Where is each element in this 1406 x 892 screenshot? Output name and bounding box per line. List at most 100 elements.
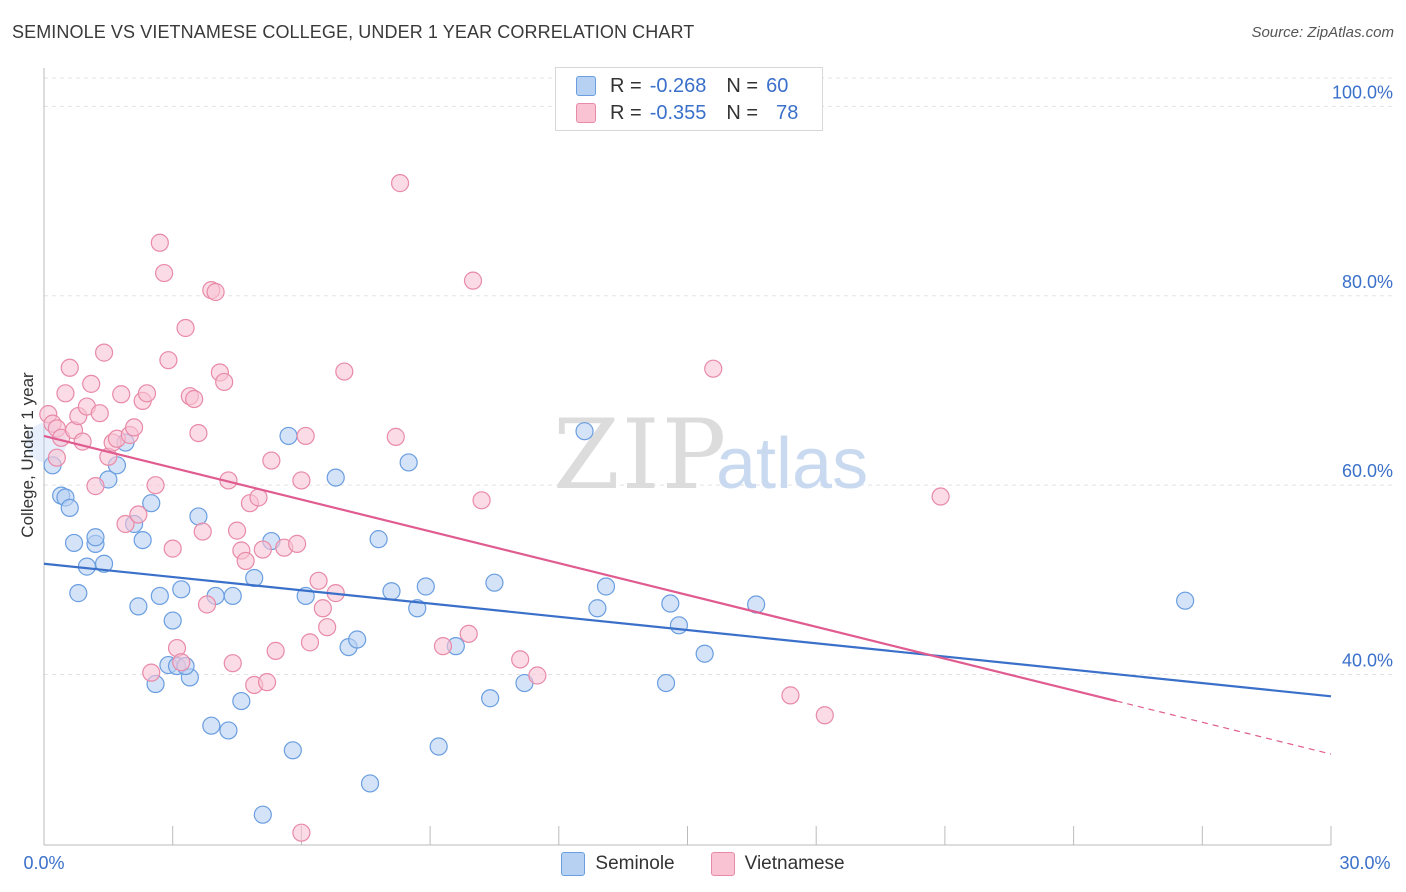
seminole-point [656,673,676,693]
vietnamese-point [150,233,169,252]
vietnamese-point [318,618,337,637]
vietnamese-point [163,539,182,558]
seminole-point [219,721,238,740]
seminole-point [382,582,401,601]
legend-row-seminole: R = -0.268 N = 60 [576,73,788,99]
legend-label-seminole: Seminole [595,853,675,874]
vietnamese-point [390,174,410,193]
seminole-point [189,507,208,526]
vietnamese-point [124,418,144,437]
seminole-point [485,573,504,592]
vietnamese-point [176,318,195,338]
vietnamese-point [142,663,161,682]
seminole-trend-line [43,562,1332,698]
vietnamese-swatch-icon [710,852,735,876]
legend-row-vietnamese: R = -0.355 N = 78 [576,100,798,126]
seminole-point [575,422,594,441]
vietnamese-point [931,487,950,506]
r-label: R = [610,101,642,124]
vietnamese-point [193,522,212,541]
x-tick-label: 30.0% [1339,853,1390,873]
vietnamese-point [197,595,217,614]
vietnamese-point [386,427,405,446]
correlation-legend: R = -0.268 N = 60 R = -0.355 N = 78 [555,67,823,131]
legend-item-seminole[interactable]: Seminole [561,852,675,876]
seminole-point [86,528,105,547]
axis-labels: 40.0% 60.0% 80.0% 100.0% 0.0% 30.0% [23,82,1393,873]
vietnamese-point [236,551,255,571]
seminole-point [661,594,680,613]
seminole-point [94,554,114,573]
vietnamese-point [511,650,530,669]
vietnamese-point [112,385,131,404]
seminole-point [279,426,298,446]
vietnamese-points [39,174,950,842]
vietnamese-point [300,633,320,652]
vietnamese-point [262,451,281,470]
seminole-point [142,494,161,513]
vietnamese-point [90,404,109,423]
seminole-point [283,741,302,760]
seminole-point [60,498,79,517]
vietnamese-point [781,686,800,705]
seminole-point [64,533,84,553]
vietnamese-point [189,423,208,443]
seminole-point [326,468,345,487]
legend-label-vietnamese: Vietnamese [744,853,845,874]
seminole-point [223,586,242,606]
y-axis-label: College, Under 1 year [18,372,37,538]
vietnamese-point [155,263,174,283]
vietnamese-point [459,624,478,643]
r-label: R = [610,74,642,97]
seminole-point [253,805,272,824]
r-value: -0.268 [649,74,707,97]
legend-item-vietnamese[interactable]: Vietnamese [710,852,845,876]
n-label: N = [726,74,759,97]
vietnamese-point [223,654,242,673]
vietnamese-point [227,521,247,540]
vietnamese-point [94,343,114,362]
vietnamese-point [288,534,307,553]
seminole-point [202,716,221,735]
seminole-point [588,599,607,618]
vietnamese-point [292,471,311,490]
vietnamese-point [129,505,148,524]
trend-lines [43,434,1332,755]
vietnamese-point [309,571,328,590]
vietnamese-point [47,448,66,467]
vietnamese-point [159,351,178,370]
seminole-point [399,453,418,472]
vietnamese-point [472,491,491,510]
vietnamese-point [463,271,483,290]
source-label: Source: ZipAtlas.com [1251,24,1394,41]
vietnamese-point [266,641,285,660]
vietnamese-point [253,540,272,559]
watermark-zip: ZIP [553,399,728,511]
seminole-swatch-icon [561,852,586,876]
vietnamese-point [257,673,277,692]
vietnamese-point [185,389,204,409]
vietnamese-point [82,374,101,393]
n-value: 78 [776,101,799,124]
y-tick-label: 40.0% [1342,651,1393,671]
vietnamese-point [86,477,105,496]
seminole-point [596,577,616,596]
vietnamese-point [215,372,234,392]
r-value: -0.355 [649,101,707,124]
vietnamese-point [137,384,157,403]
vietnamese-point [206,282,225,302]
y-tick-label: 80.0% [1342,272,1393,292]
seminole-point [1176,591,1195,610]
seminole-point [429,737,448,756]
seminole-point [369,530,388,549]
seminole-point [172,580,191,599]
vietnamese-point [172,653,191,672]
vietnamese-point [116,514,135,534]
vietnamese-point [335,362,354,381]
seminole-point [163,611,182,630]
vietnamese-point [292,823,311,842]
seminole-point [695,644,714,663]
series-legend: Seminole Vietnamese [0,852,1406,876]
n-label: N = [726,101,759,124]
